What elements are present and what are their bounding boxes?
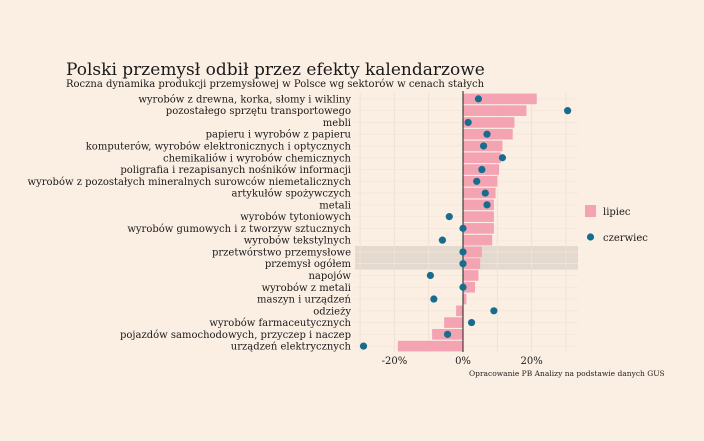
point-czerwiec: [474, 95, 483, 103]
category-label: przemysł ogółem: [265, 259, 352, 270]
category-label: wyrobów tekstylnych: [244, 236, 352, 247]
legend-label-lipiec: lipiec: [603, 207, 631, 218]
point-czerwiec: [464, 118, 472, 127]
x-tick-label: 0%: [455, 356, 471, 367]
bar-lipiec: [463, 105, 527, 116]
bar-lipiec: [463, 93, 537, 105]
point-czerwiec: [430, 295, 438, 303]
chart-title: Polski przemysł odbił przez efekty kalen…: [66, 60, 485, 80]
category-label: wyrobów farmaceutycznych: [209, 318, 351, 329]
category-label: wyrobów z metali: [262, 283, 351, 294]
category-label: przetwórstwo przemysłowe: [212, 247, 351, 258]
legend-swatch-lipiec: [585, 205, 596, 217]
point-czerwiec: [459, 248, 467, 256]
category-label: komputerów, wyrobów elektronicznych i op…: [86, 141, 352, 152]
bar-lipiec: [456, 305, 463, 317]
chart-caption: Opracowanie PB Analizy na podstawie dany…: [469, 369, 665, 378]
point-czerwiec: [478, 165, 486, 174]
category-label: maszyn i urządzeń: [257, 295, 352, 306]
category-label: napojów: [308, 271, 351, 282]
category-label: pozostałego sprzętu transportowego: [166, 106, 351, 117]
legend-swatch-czerwiec: [586, 233, 595, 241]
bar-lipiec: [463, 117, 515, 128]
point-czerwiec: [564, 107, 572, 115]
point-czerwiec: [498, 154, 507, 162]
point-czerwiec: [438, 236, 447, 244]
bar-lipiec: [463, 246, 482, 258]
bar-lipiec: [463, 234, 493, 246]
category-label: mebli: [323, 118, 351, 129]
category-label: urządzeń elektrycznych: [231, 342, 352, 353]
bar-lipiec: [397, 340, 463, 352]
category-label: chemikaliów i wyrobów chemicznych: [163, 153, 352, 164]
x-tick-label: 20%: [520, 356, 542, 367]
point-czerwiec: [483, 130, 491, 138]
category-label: pojazdów samochodowych, przyczep i nacze…: [120, 330, 351, 341]
bar-lipiec: [463, 223, 494, 234]
point-czerwiec: [443, 330, 452, 338]
bar-lipiec: [444, 317, 463, 328]
point-czerwiec: [359, 342, 368, 350]
bar-lipiec: [463, 258, 481, 270]
point-czerwiec: [473, 177, 481, 185]
category-label: wyrobów z pozostałych mineralnych surowc…: [28, 177, 352, 188]
point-czerwiec: [490, 307, 498, 315]
bar-lipiec: [463, 211, 494, 222]
x-tick-label: -20%: [382, 356, 408, 367]
bar-lipiec: [463, 281, 476, 293]
bar-lipiec: [463, 293, 467, 305]
point-czerwiec: [426, 271, 435, 280]
bar-lipiec: [463, 270, 479, 281]
category-label: wyrobów tytoniowych: [240, 212, 351, 223]
point-czerwiec: [459, 260, 467, 268]
point-czerwiec: [459, 283, 467, 291]
category-label: metali: [319, 200, 351, 211]
bar-lipiec: [463, 152, 501, 164]
point-czerwiec: [459, 224, 467, 232]
bar-lipiec: [463, 199, 494, 211]
legend-label-czerwiec: czerwiec: [603, 233, 648, 244]
bar-lipiec: [463, 187, 496, 199]
point-czerwiec: [445, 213, 453, 221]
point-czerwiec: [467, 318, 476, 327]
point-czerwiec: [483, 201, 491, 209]
category-label: papieru i wyrobów z papieru: [206, 130, 352, 141]
category-label: wyrobów z drewna, korka, słomy i wikliny: [138, 94, 351, 105]
point-czerwiec: [481, 189, 489, 197]
point-czerwiec: [479, 142, 488, 150]
chart-subtitle: Roczna dynamika produkcji przemysłowej w…: [66, 79, 485, 90]
category-label: wyrobów gumowych i z tworzyw sztucznych: [127, 224, 351, 235]
category-label: poligrafia i rezapisanych nośników infor…: [120, 165, 351, 176]
category-label: odzieży: [313, 306, 351, 317]
category-label: artykułów spożywczych: [231, 189, 351, 200]
